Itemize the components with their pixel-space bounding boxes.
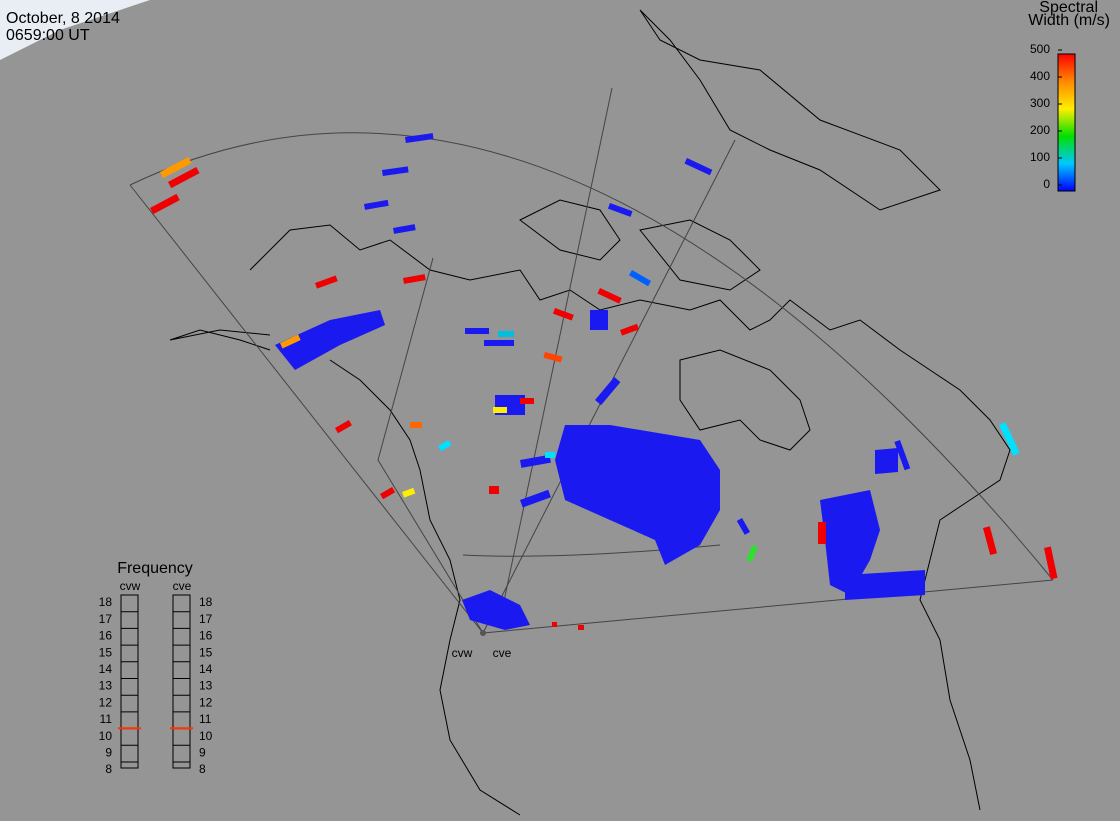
colorbar-tick-label: 0 — [1043, 177, 1050, 191]
colorbar — [1057, 53, 1076, 192]
time-label: 0659:00 UT — [6, 27, 90, 44]
frequency-tick-label: 15 — [99, 645, 113, 659]
frequency-tick-label: 18 — [199, 595, 213, 609]
frequency-tick-label: 11 — [199, 712, 212, 726]
frequency-tick-label: 9 — [105, 745, 112, 759]
colorbar-tick-label: 500 — [1030, 42, 1050, 56]
frequency-radar-name: cve — [173, 579, 192, 593]
colorbar-tick-label: 300 — [1030, 96, 1050, 110]
backscatter-colored — [150, 156, 1058, 630]
frequency-column — [172, 594, 191, 769]
frequency-tick-label: 14 — [99, 662, 113, 676]
frequency-tick-label: 13 — [199, 679, 213, 693]
frequency-tick-label: 16 — [99, 629, 113, 643]
colorbar-title: Spectral — [1039, 0, 1098, 16]
radar-label: cvw — [452, 646, 473, 660]
colorbar-tick-label: 200 — [1030, 123, 1050, 137]
frequency-tick-label: 18 — [99, 595, 113, 609]
frequency-tick-label: 15 — [199, 645, 213, 659]
backscatter — [275, 133, 925, 630]
daylight-region — [0, 0, 150, 60]
frequency-tick-label: 12 — [199, 695, 213, 709]
colorbar-tick-label: 400 — [1030, 69, 1050, 83]
colorbar-tick-label: 100 — [1030, 150, 1050, 164]
radar-label: cve — [493, 646, 512, 660]
frequency-tick-label: 12 — [99, 695, 113, 709]
date-label: October, 8 2014 — [6, 10, 120, 27]
frequency-tick-label: 10 — [99, 729, 113, 743]
frequency-tick-label: 9 — [199, 745, 206, 759]
frequency-tick-label: 14 — [199, 662, 213, 676]
colorbar-title: Width (m/s) — [1028, 12, 1110, 29]
frequency-column — [120, 594, 139, 769]
frequency-tick-label: 11 — [100, 712, 113, 726]
frequency-tick-label: 17 — [199, 612, 213, 626]
frequency-tick-label: 13 — [99, 679, 113, 693]
frequency-tick-label: 8 — [105, 762, 112, 776]
frequency-radar-name: cvw — [120, 579, 141, 593]
coastlines — [169, 9, 1011, 816]
frequency-tick-label: 17 — [99, 612, 113, 626]
frequency-tick-label: 10 — [199, 729, 213, 743]
frequency-tick-label: 8 — [199, 762, 206, 776]
frequency-title: Frequency — [117, 560, 193, 577]
frequency-tick-label: 16 — [199, 629, 213, 643]
radar-fields-of-view — [129, 87, 1054, 636]
